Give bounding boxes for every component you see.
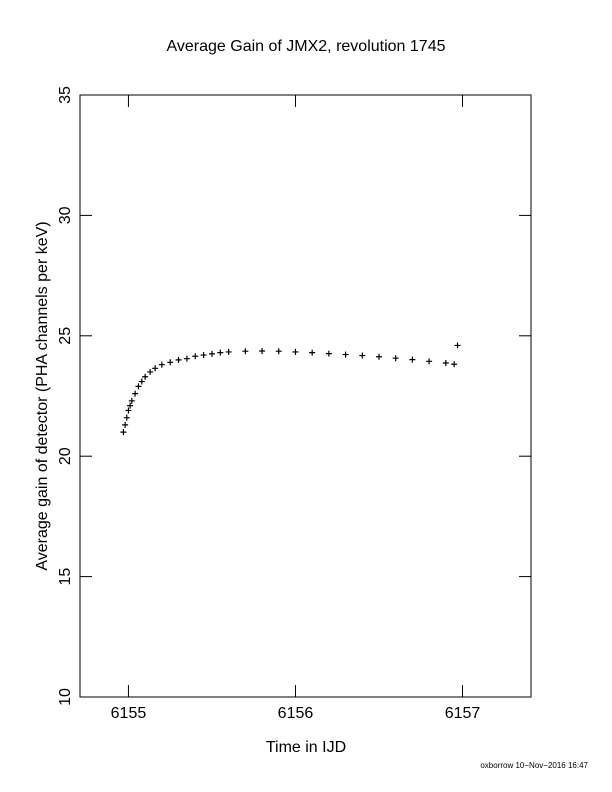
point bbox=[158, 361, 165, 368]
y-tick-label: 10 bbox=[57, 688, 74, 706]
point bbox=[142, 373, 149, 380]
y-tick-label: 20 bbox=[57, 447, 74, 465]
point bbox=[123, 414, 130, 421]
x-tick-label: 6155 bbox=[111, 705, 147, 722]
point bbox=[167, 359, 174, 366]
point bbox=[242, 348, 249, 355]
y-tick-label: 15 bbox=[57, 568, 74, 586]
plot-frame bbox=[79, 94, 532, 698]
point bbox=[259, 347, 266, 354]
point bbox=[132, 390, 139, 397]
point bbox=[147, 368, 154, 375]
point bbox=[426, 358, 433, 365]
point bbox=[192, 353, 199, 360]
point bbox=[125, 407, 132, 414]
point bbox=[217, 349, 224, 356]
x-tick-label: 6157 bbox=[445, 705, 481, 722]
point bbox=[392, 355, 399, 362]
point bbox=[325, 350, 332, 357]
point bbox=[275, 348, 282, 355]
point bbox=[442, 360, 449, 367]
point bbox=[122, 421, 129, 428]
point bbox=[152, 365, 159, 372]
point bbox=[138, 378, 145, 385]
y-tick-label: 35 bbox=[57, 86, 74, 104]
point bbox=[208, 350, 215, 357]
point bbox=[175, 356, 182, 363]
point bbox=[120, 429, 127, 436]
footer: oxborrow 10−Nov−2016 16:47 bbox=[480, 761, 588, 770]
x-tick-label: 6156 bbox=[278, 705, 314, 722]
point bbox=[128, 397, 135, 404]
point bbox=[375, 353, 382, 360]
point bbox=[127, 402, 134, 409]
y-tick-label: 30 bbox=[57, 206, 74, 224]
point bbox=[183, 355, 190, 362]
point bbox=[451, 361, 458, 368]
y-tick-label: 25 bbox=[57, 327, 74, 345]
point bbox=[135, 383, 142, 390]
point bbox=[409, 356, 416, 363]
point bbox=[200, 352, 207, 359]
point bbox=[454, 342, 461, 349]
point bbox=[225, 348, 232, 355]
point bbox=[292, 348, 299, 355]
point bbox=[309, 349, 316, 356]
point bbox=[342, 351, 349, 358]
y-axis-label: Average gain of detector (PHA channels p… bbox=[34, 221, 51, 570]
point bbox=[359, 352, 366, 359]
chart-title: Average Gain of JMX2, revolution 1745 bbox=[167, 38, 446, 55]
x-axis-label: Time in IJD bbox=[266, 739, 346, 756]
